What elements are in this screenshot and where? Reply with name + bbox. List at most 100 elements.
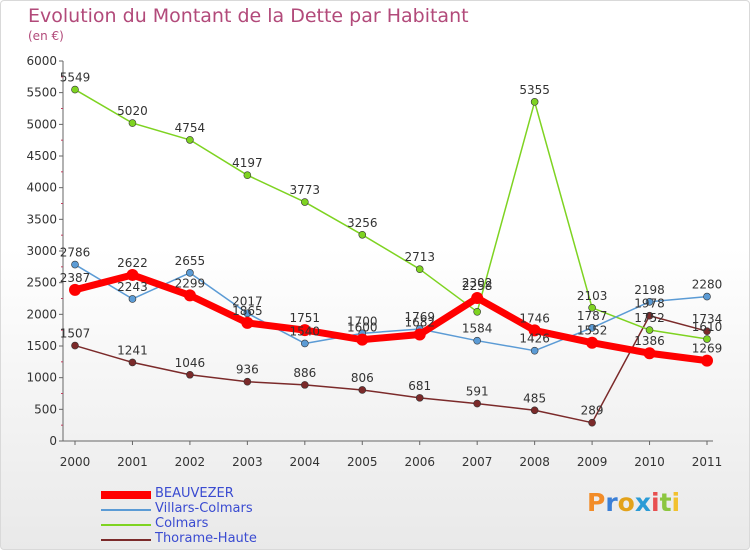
chart-title: Evolution du Montant de la Dette par Hab… — [28, 5, 469, 27]
data-point — [415, 265, 424, 273]
data-label: 886 — [293, 366, 316, 380]
data-point — [128, 358, 137, 367]
legend-item: Colmars — [101, 516, 321, 532]
data-label: 1751 — [290, 311, 321, 325]
legend-label: Thorame-Haute — [155, 531, 257, 546]
data-point — [588, 324, 596, 332]
data-point — [71, 85, 79, 94]
data-label: 5020 — [117, 104, 148, 118]
data-point — [645, 297, 654, 306]
data-point — [356, 333, 369, 346]
x-tick-label: 2010 — [634, 455, 665, 469]
data-label: 1584 — [462, 322, 493, 336]
data-point — [645, 311, 654, 320]
data-point — [358, 386, 367, 394]
data-label: 1734 — [692, 312, 723, 326]
data-label: 1610 — [692, 320, 723, 334]
data-point — [586, 336, 599, 349]
data-point — [186, 136, 194, 144]
data-point — [301, 339, 309, 348]
data-label: 1540 — [290, 324, 321, 338]
y-tick-label: 4000 — [26, 181, 57, 195]
x-tick-label: 2008 — [519, 455, 550, 469]
proxiti-logo: Proxiti — [587, 488, 680, 517]
legend-item: BEAUVEZER — [101, 486, 321, 502]
data-point — [128, 119, 137, 127]
logo-letter: P — [587, 488, 606, 517]
data-label: 806 — [351, 371, 374, 385]
y-tick-label: 2500 — [26, 276, 57, 290]
data-point — [71, 341, 79, 350]
y-tick-label: 5500 — [26, 86, 57, 100]
data-point — [701, 354, 713, 367]
data-point — [415, 394, 424, 402]
x-tick-label: 2003 — [232, 455, 263, 469]
data-label: 4197 — [232, 156, 263, 170]
data-label: 1386 — [634, 334, 665, 348]
y-tick-label: 1500 — [26, 339, 57, 353]
data-label: 2713 — [404, 250, 435, 264]
y-tick-label: 2000 — [26, 307, 57, 321]
data-label: 1682 — [404, 315, 435, 329]
data-point — [186, 370, 194, 379]
data-label: 2786 — [60, 246, 91, 260]
data-point — [645, 326, 654, 334]
data-point — [643, 347, 656, 360]
data-point — [183, 289, 196, 302]
series-line-villars-colmars — [74, 263, 708, 352]
data-label: 5355 — [519, 83, 550, 97]
logo-letter: i — [671, 488, 681, 517]
logo-letter: x — [634, 488, 651, 517]
data-label: 3256 — [347, 216, 378, 230]
data-point — [703, 327, 711, 335]
data-point — [301, 198, 309, 206]
data-label: 2198 — [634, 283, 665, 297]
x-tick-label: 2002 — [175, 455, 206, 469]
data-label: 4754 — [175, 121, 206, 135]
x-tick-label: 2007 — [462, 455, 493, 469]
data-label: 1269 — [692, 342, 723, 356]
data-point — [126, 268, 139, 281]
data-point — [128, 295, 137, 303]
data-label: 1507 — [60, 327, 91, 341]
data-label: 1241 — [117, 343, 148, 357]
x-tick-label: 2000 — [60, 455, 91, 469]
data-point — [186, 269, 194, 277]
data-point — [588, 304, 596, 312]
data-label: 1752 — [634, 311, 665, 325]
data-label: 485 — [523, 391, 546, 405]
logo-letter: o — [617, 488, 635, 517]
legend-label: Villars-Colmars — [155, 501, 253, 516]
data-label: 289 — [581, 404, 604, 418]
data-label: 2622 — [117, 256, 148, 270]
data-label: 1700 — [347, 314, 378, 328]
data-label: 936 — [236, 363, 259, 377]
data-label: 1769 — [404, 310, 435, 324]
data-point — [588, 418, 596, 427]
data-label: 1978 — [634, 297, 665, 311]
data-label: 1865 — [232, 304, 263, 318]
data-point — [298, 324, 311, 337]
legend-label: BEAUVEZER — [155, 486, 234, 501]
x-tick-label: 2006 — [404, 455, 435, 469]
data-point — [71, 260, 79, 269]
series-line-beauvezer — [74, 271, 708, 365]
y-tick-label: 6000 — [26, 54, 57, 68]
legend-swatch — [101, 539, 151, 541]
data-point — [413, 328, 426, 341]
data-point — [471, 291, 484, 304]
data-label: 2258 — [462, 279, 493, 293]
data-point — [473, 336, 481, 345]
data-point — [301, 381, 309, 389]
logo-letter: r — [605, 488, 618, 517]
y-tick-label: 1000 — [26, 371, 57, 385]
data-label: 2103 — [577, 289, 608, 303]
data-point — [243, 309, 252, 318]
data-label: 1552 — [577, 324, 608, 338]
data-point — [703, 292, 711, 301]
data-point — [69, 283, 81, 296]
x-tick-label: 2004 — [290, 455, 321, 469]
data-point — [241, 316, 254, 329]
